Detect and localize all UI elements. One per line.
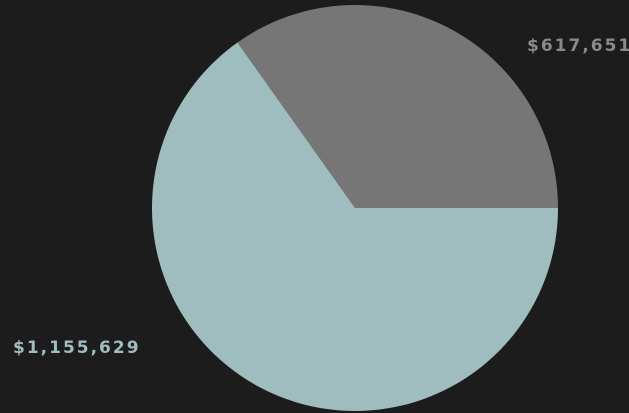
- pie-slice-0: [237, 4, 558, 209]
- slice-label-0: $617,651: [527, 36, 629, 56]
- pie-slice-1: [151, 42, 559, 411]
- slice-label-1: $1,155,629: [13, 338, 141, 358]
